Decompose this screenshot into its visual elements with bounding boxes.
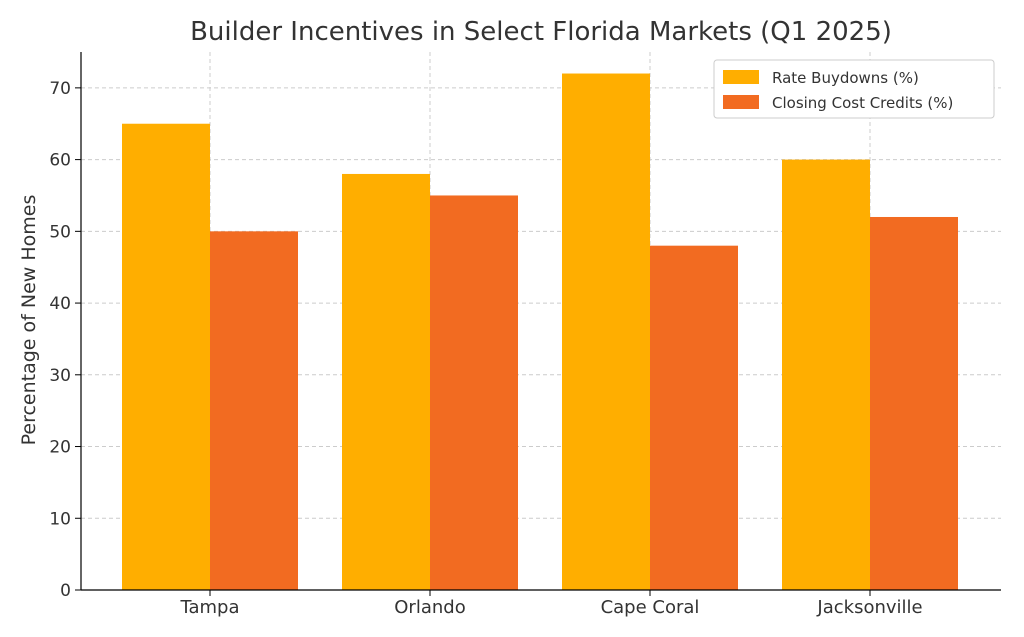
bar-orlando-series-1 bbox=[342, 173, 430, 591]
y-tick-label: 0 bbox=[60, 581, 71, 601]
bar-orlando-series-2 bbox=[430, 195, 518, 590]
y-tick-label: 10 bbox=[49, 509, 71, 529]
bar-cape-coral-series-2 bbox=[650, 245, 738, 590]
y-axis-label: Percentage of New Homes bbox=[18, 195, 40, 446]
legend: Rate Buydowns (%) Closing Cost Credits (%… bbox=[713, 59, 995, 119]
y-tick-label: 70 bbox=[49, 79, 71, 99]
y-tick-label: 60 bbox=[49, 151, 71, 171]
legend-box bbox=[713, 59, 995, 119]
legend-swatch bbox=[723, 70, 759, 84]
bars bbox=[122, 73, 958, 591]
y-tick-label: 30 bbox=[49, 366, 71, 386]
y-tick-label: 20 bbox=[49, 438, 71, 458]
x-tick-label: Jacksonville bbox=[816, 597, 922, 618]
tick-labels: 0 10 20 30 40 50 60 70 Tampa Orlando Cape Coral Jac… bbox=[49, 79, 922, 618]
legend-swatch bbox=[723, 95, 759, 109]
chart-title: Builder Incentives in Select Florida Mar… bbox=[190, 17, 892, 47]
legend-label: Rate Buydowns (%) bbox=[772, 69, 919, 87]
bar-jacksonville-series-1 bbox=[782, 159, 870, 590]
legend-label: Closing Cost Credits (%) bbox=[772, 94, 953, 112]
axes bbox=[80, 52, 1001, 591]
x-tick-label: Tampa bbox=[179, 597, 239, 618]
bar-jacksonville-series-2 bbox=[870, 216, 958, 590]
bar-tampa-series-2 bbox=[210, 231, 298, 591]
bar-cape-coral-series-1 bbox=[562, 73, 650, 590]
y-tick-label: 40 bbox=[49, 294, 71, 314]
x-tick-label: Orlando bbox=[394, 597, 465, 618]
y-tick-label: 50 bbox=[49, 222, 71, 242]
bar-tampa-series-1 bbox=[122, 123, 210, 590]
x-tick-label: Cape Coral bbox=[601, 597, 700, 618]
